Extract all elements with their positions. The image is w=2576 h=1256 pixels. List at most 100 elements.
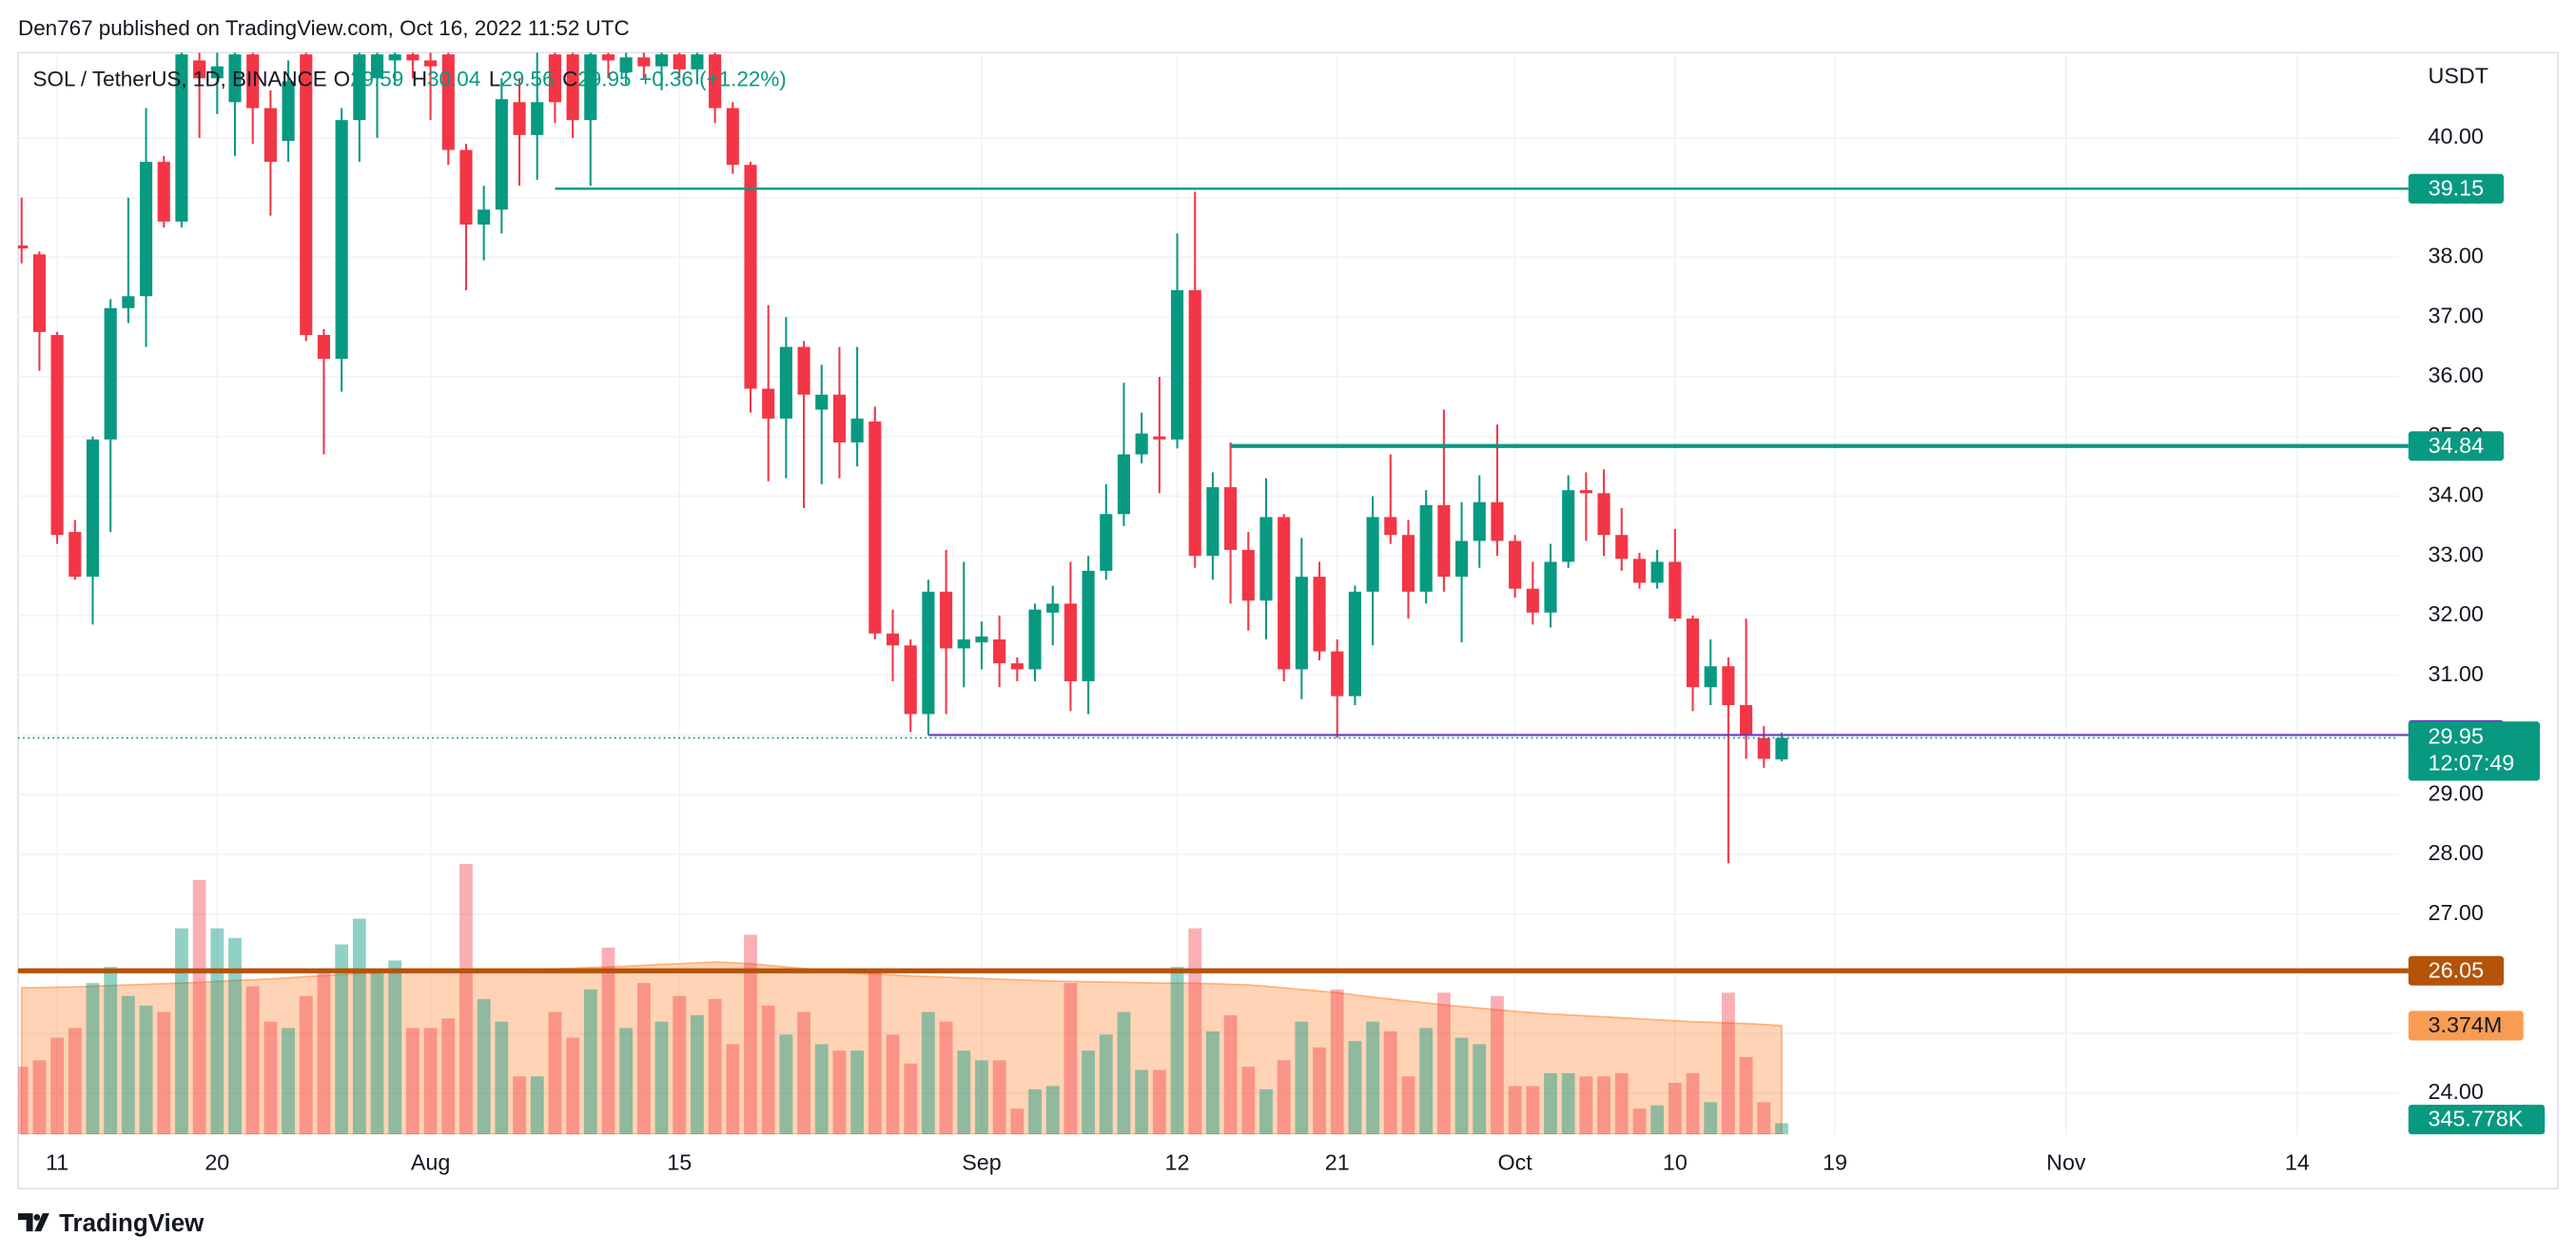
candle-body — [388, 54, 401, 61]
candle-body — [1704, 666, 1717, 688]
candle-body — [1046, 603, 1060, 613]
volume-bar — [441, 1018, 456, 1135]
candle-body — [1100, 514, 1113, 571]
ohlc-key: O — [334, 68, 350, 91]
candle-body — [1632, 559, 1647, 583]
candle-body — [300, 54, 313, 336]
candle-body — [50, 335, 64, 536]
volume-bar — [192, 879, 206, 1135]
x-tick-label: 14 — [2285, 1149, 2310, 1174]
volume-bar — [1686, 1072, 1700, 1135]
candle-body — [1650, 561, 1664, 583]
volume-bar — [868, 970, 882, 1135]
ohlc-value: 29.59 — [350, 68, 403, 91]
volume-bar — [1010, 1109, 1025, 1135]
candle-body — [566, 54, 579, 121]
candle-body — [1366, 517, 1379, 592]
volume-bar — [317, 970, 331, 1135]
legend-header: SOL / TetherUS, 1D, BINANCE O29.59 H30.04 L… — [33, 68, 787, 91]
candle-body — [263, 108, 277, 163]
volume-bar — [673, 995, 687, 1135]
x-tick-label: 10 — [1663, 1149, 1688, 1174]
candle-body — [1473, 501, 1486, 541]
candle-body — [797, 346, 810, 395]
y-tick-label: 36.00 — [2429, 363, 2484, 387]
volume-bar — [388, 960, 402, 1135]
volume-bar — [1028, 1089, 1042, 1135]
candle-body — [139, 162, 153, 297]
volume-bar — [50, 1037, 65, 1135]
candle-body — [370, 54, 384, 79]
volume-bar — [886, 1034, 900, 1135]
candle-body — [1295, 577, 1308, 670]
candle-body — [850, 418, 864, 442]
candle-body — [228, 54, 242, 103]
volume-bar — [1526, 1086, 1540, 1135]
candle-body — [1722, 666, 1735, 706]
volume-bar — [1632, 1109, 1647, 1135]
ohlc-value: 29.95 — [577, 68, 631, 91]
volume-bar — [1366, 1021, 1380, 1135]
volume-bar — [1277, 1060, 1291, 1135]
volume-label: 345.778K — [2429, 1107, 2524, 1131]
candle-body — [815, 394, 829, 410]
volume-bar — [761, 1005, 775, 1135]
candle-body — [1686, 618, 1700, 688]
volume-bar — [423, 1028, 438, 1135]
volume-bar — [921, 1011, 935, 1135]
candle-body — [584, 54, 597, 121]
candle-body — [744, 165, 757, 389]
candle-body — [601, 54, 615, 61]
y-tick-label: 37.00 — [2429, 303, 2484, 327]
candle-body — [210, 66, 224, 79]
volume-bar — [779, 1034, 793, 1135]
candle-body — [1579, 490, 1592, 494]
candle-body — [32, 254, 46, 332]
candle-body — [1384, 517, 1397, 536]
candle-body — [1010, 663, 1024, 670]
volume-ma-badge — [2408, 1011, 2524, 1041]
volume-bar — [1206, 1030, 1220, 1135]
volume-bar — [157, 1011, 171, 1135]
candle-body — [1544, 561, 1557, 613]
volume-bar — [850, 1050, 865, 1135]
candle-body — [957, 639, 970, 649]
y-tick-label: 29.00 — [2429, 780, 2484, 805]
candle-body — [68, 532, 82, 578]
volume-bar — [459, 863, 473, 1135]
volume-bar — [654, 1021, 669, 1135]
volume-bar — [726, 1044, 740, 1135]
volume-bar — [1739, 1056, 1753, 1135]
level-label: 39.15 — [2429, 175, 2484, 200]
volume-bar — [1561, 1072, 1575, 1135]
volume-bar — [175, 928, 188, 1135]
candle-body — [691, 54, 704, 69]
candle-body — [353, 54, 366, 121]
volume-bar — [939, 1021, 953, 1135]
volume-bar — [1721, 992, 1735, 1135]
candle-body — [868, 422, 882, 634]
volume-bar — [477, 999, 491, 1135]
candle-body — [335, 120, 348, 360]
volume-bar — [1259, 1089, 1273, 1135]
candle-body — [1509, 540, 1522, 589]
volume-ma-label: 3.374M — [2429, 1012, 2503, 1037]
candle-body — [1615, 535, 1629, 559]
ohlc-value: 29.56 — [500, 68, 554, 91]
price-label: 29.95 — [2429, 724, 2484, 749]
volume-bar — [245, 986, 260, 1135]
volume-bar — [1170, 967, 1184, 1135]
volume-bar — [1597, 1076, 1610, 1135]
candle-body — [157, 162, 170, 222]
candle-body — [1170, 289, 1184, 440]
volume-bar — [583, 989, 597, 1135]
candle-body — [1437, 504, 1451, 578]
candle-body — [1562, 490, 1575, 562]
currency-label: USDT — [2429, 63, 2488, 88]
y-tick-label: 27.00 — [2429, 900, 2484, 925]
price-badge — [2408, 721, 2541, 781]
candle-body — [459, 149, 473, 225]
volume-bar — [405, 1028, 420, 1135]
x-tick-label: Nov — [2046, 1149, 2086, 1174]
volume-bar — [619, 1028, 634, 1135]
